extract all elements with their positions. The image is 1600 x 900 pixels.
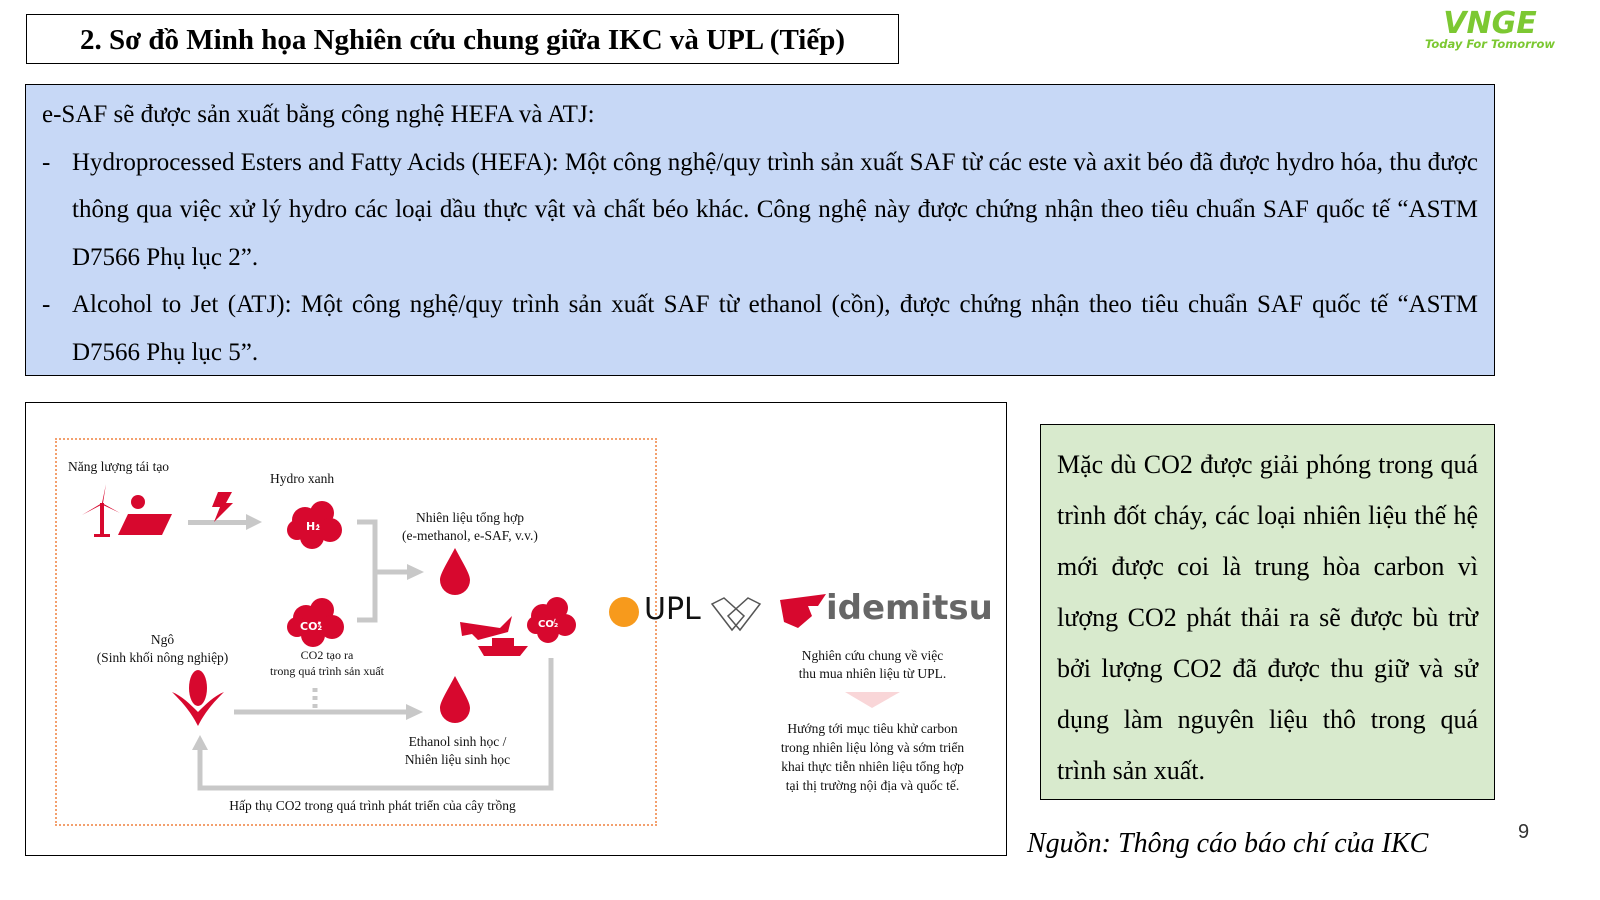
airplane-icon bbox=[460, 616, 512, 640]
logo-tagline: Today For Tomorrow bbox=[1425, 37, 1555, 51]
arrow-head bbox=[407, 564, 424, 580]
cycle-line bbox=[197, 658, 554, 791]
corn-icon bbox=[172, 670, 224, 726]
diagram-frame bbox=[25, 402, 1007, 856]
idemitsu-logo-icon bbox=[780, 594, 826, 628]
arrow-head bbox=[192, 735, 208, 750]
bullet-atj: - Alcohol to Jet (ATJ): Một công nghệ/quy… bbox=[42, 281, 1478, 376]
arrow-line bbox=[188, 520, 248, 525]
bullet-hefa: - Hydroprocessed Esters and Fatty Acids (… bbox=[42, 139, 1478, 282]
label-joint-study: Nghiên cứu chung về việc thu mua nhiên li… bbox=[798, 648, 947, 681]
ship-icon bbox=[478, 646, 528, 656]
slide-title: 2. Sơ đồ Minh họa Nghiên cứu chung giữa … bbox=[26, 14, 899, 64]
logo-brand: VNGE bbox=[1443, 6, 1537, 41]
co2-cloud-icon bbox=[527, 597, 576, 643]
fuel-drop-icon bbox=[440, 676, 470, 723]
page-number: 9 bbox=[1518, 821, 1530, 843]
vnge-logo: VNGE Today For Tomorrow bbox=[1420, 6, 1560, 51]
arrow-head bbox=[406, 704, 423, 720]
idemitsu-name: idemitsu bbox=[826, 588, 993, 628]
intro-heading: e-SAF sẽ được sản xuất bằng công nghệ HE… bbox=[42, 101, 595, 128]
intro-box: e-SAF sẽ được sản xuất bằng công nghệ HE… bbox=[25, 84, 1495, 376]
upl-name: UPL bbox=[644, 592, 701, 627]
co2-cloud-icon bbox=[287, 598, 344, 647]
arrow-head bbox=[246, 514, 262, 530]
h2-text: H₂ bbox=[306, 520, 320, 533]
label-green-hydrogen: Hydro xanh bbox=[270, 471, 335, 486]
note-box: Mặc dù CO2 được giải phóng trong quá trì… bbox=[1040, 424, 1495, 800]
lightning-icon bbox=[212, 492, 233, 522]
label-goal: Hướng tới mục tiêu khử carbon trong nhiên… bbox=[780, 721, 965, 793]
label-bioethanol: Ethanol sinh học / Nhiên liệu sinh học bbox=[404, 734, 511, 767]
co2-text: CO₂ bbox=[300, 620, 322, 633]
bullet-text: Alcohol to Jet (ATJ): Một công nghệ/quy … bbox=[72, 291, 1478, 366]
upl-logo-icon bbox=[609, 597, 639, 627]
sun-icon bbox=[131, 495, 145, 509]
source-caption: Nguồn: Thông cáo báo chí của IKC bbox=[1027, 828, 1429, 859]
label-synthetic-fuel: Nhiên liệu tổng hợp (e-methanol, e-SAF, v… bbox=[402, 510, 538, 543]
co2-text: CO₂ bbox=[538, 619, 558, 630]
down-arrow-icon bbox=[845, 692, 900, 708]
bullet-text: Hydroprocessed Esters and Fatty Acids (H… bbox=[72, 148, 1478, 271]
bracket-line bbox=[357, 519, 378, 623]
wind-turbine-icon bbox=[82, 484, 120, 537]
handshake-icon bbox=[710, 597, 762, 632]
fuel-drop-icon bbox=[440, 548, 470, 595]
label-absorb: Hấp thụ CO2 trong quá trình phát triển c… bbox=[229, 798, 516, 813]
solar-panel-icon bbox=[118, 514, 172, 535]
h2-cloud-icon bbox=[287, 501, 342, 549]
process-region bbox=[55, 438, 657, 826]
label-co2-produced: CO2 tạo ra trong quá trình sản xuất bbox=[270, 648, 384, 678]
label-corn: Ngô (Sinh khối nông nghiệp) bbox=[96, 632, 229, 665]
label-renewable: Năng lượng tái tạo bbox=[68, 459, 170, 474]
